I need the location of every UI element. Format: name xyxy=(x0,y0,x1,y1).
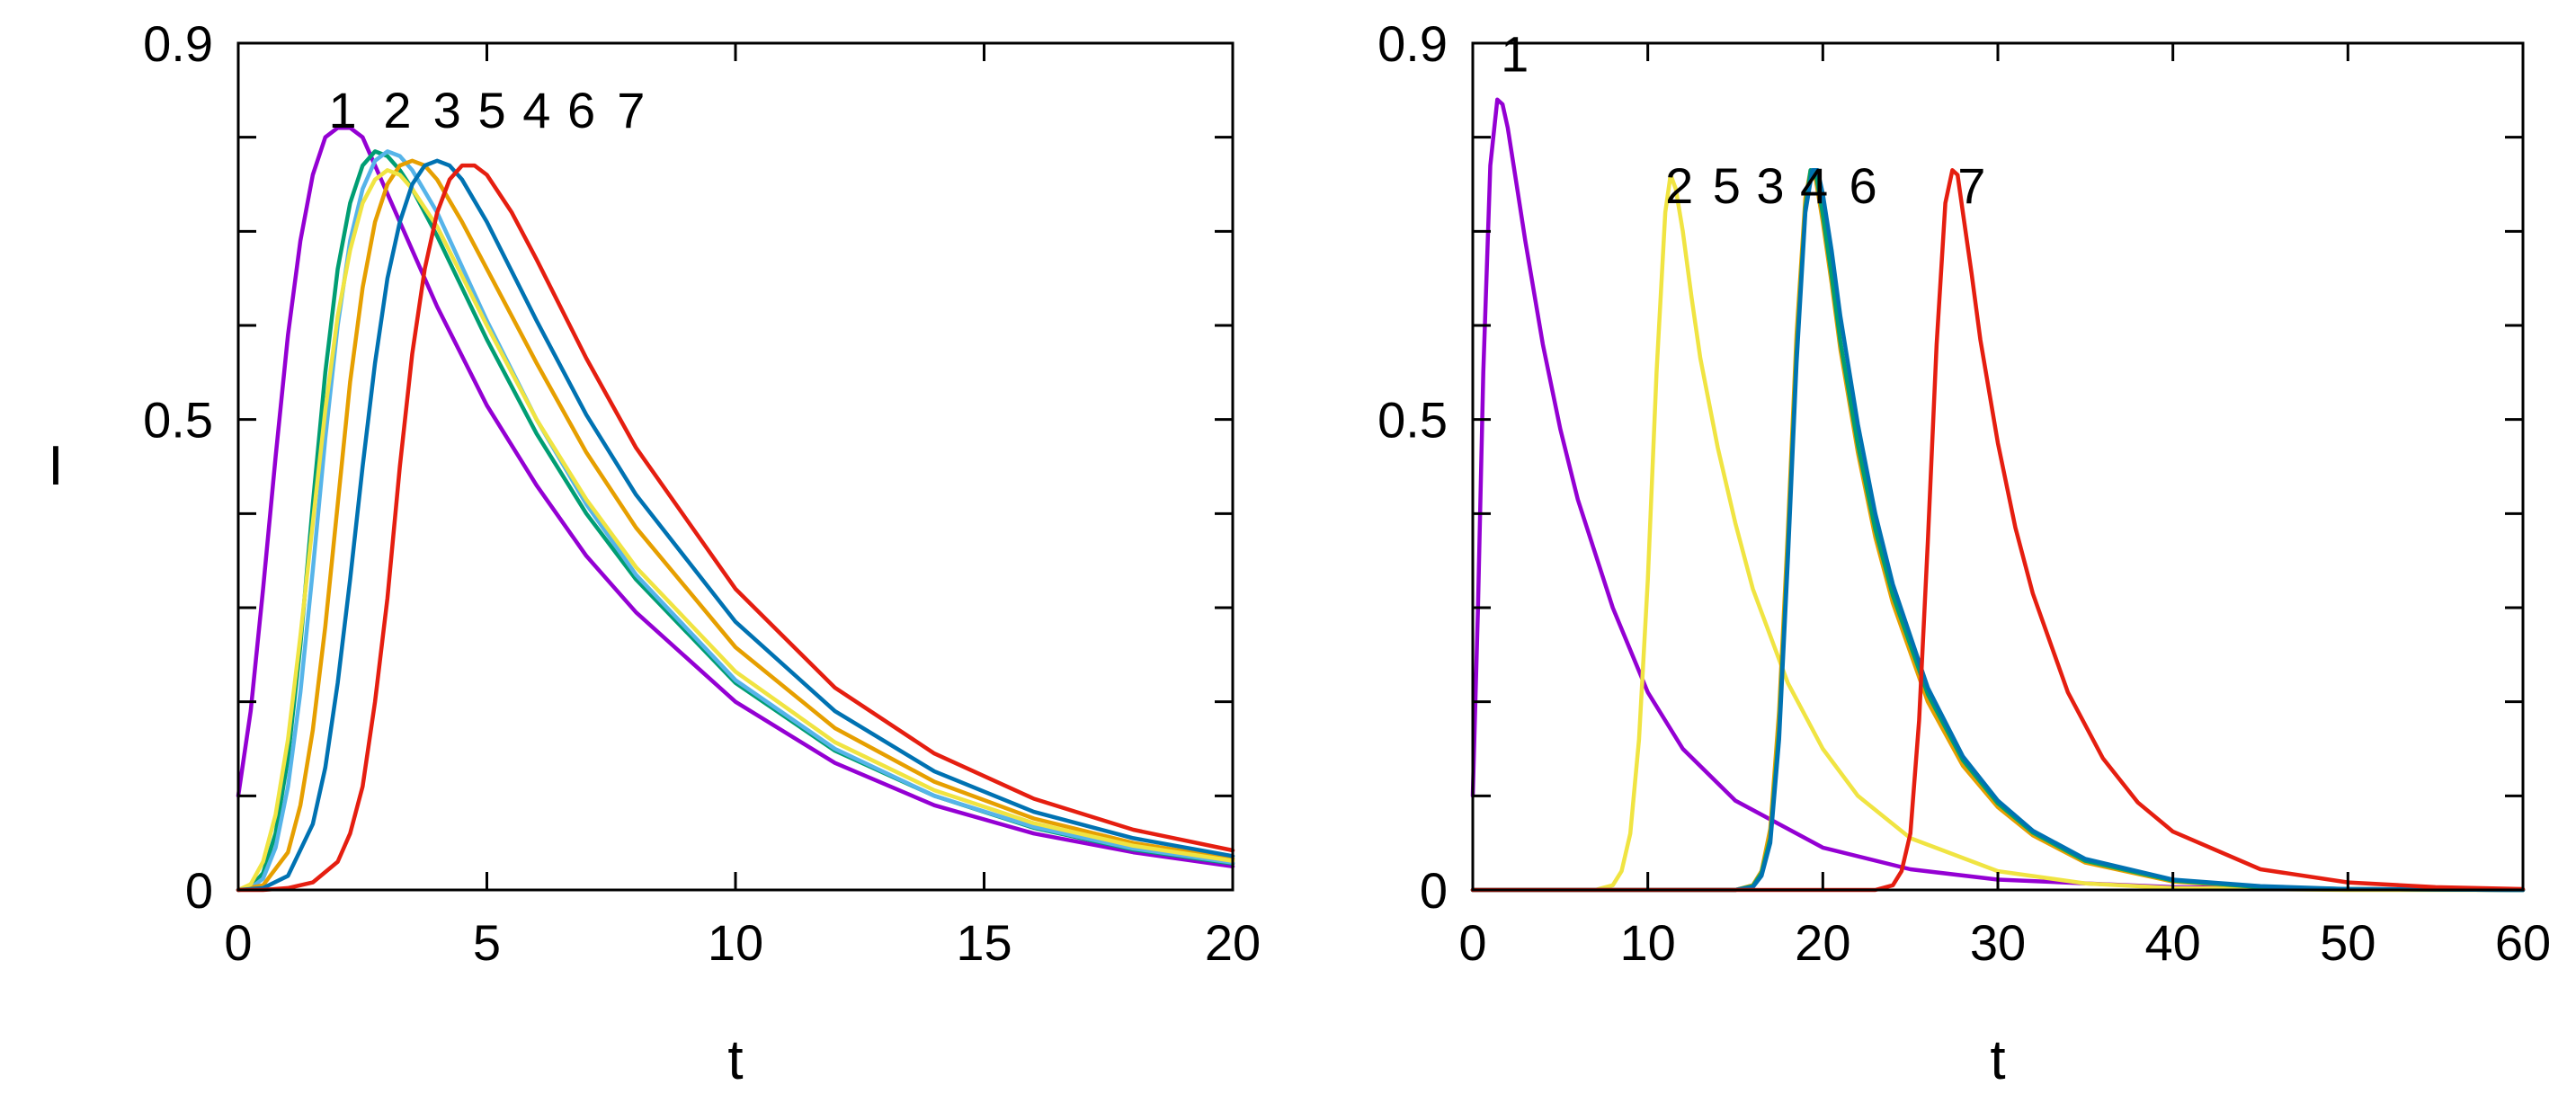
left-series-3-line xyxy=(236,149,1235,893)
right-series-6-line xyxy=(1470,168,2526,893)
right-curve-label-4: 4 xyxy=(1800,157,1828,214)
left-curve-label-6: 6 xyxy=(567,82,595,138)
left-series-7-line xyxy=(236,163,1235,893)
right-panel: 0 10 20 30 40 50 60 0 0.5 0.9 1 2 5 3 4 6 7 t xyxy=(1377,15,2551,1091)
right-series-2-line xyxy=(1470,173,2526,893)
right-curves xyxy=(1470,97,2526,893)
left-curves xyxy=(236,125,1235,893)
left-y-tick-label: 0 xyxy=(185,862,213,919)
left-x-axis-label: t xyxy=(727,1029,743,1091)
right-curve-label-6: 6 xyxy=(1850,157,1877,214)
right-series-7-line xyxy=(1470,168,2526,893)
right-x-tick-label: 30 xyxy=(1970,914,2026,971)
left-curve-label-3: 3 xyxy=(433,82,461,138)
right-x-tick-label: 0 xyxy=(1458,914,1486,971)
left-series-2-line xyxy=(236,149,1235,893)
right-y-tick-label: 0 xyxy=(1420,862,1448,919)
right-x-tick-label: 60 xyxy=(2495,914,2551,971)
right-series-1-line xyxy=(1470,97,2526,893)
left-x-tick-label: 20 xyxy=(1205,914,1261,971)
right-series-5-line xyxy=(1470,168,2526,893)
right-tick-labels: 0 10 20 30 40 50 60 0 0.5 0.9 xyxy=(1377,15,2551,971)
right-ticks xyxy=(1471,41,2525,892)
right-curve-label-5: 5 xyxy=(1713,157,1741,214)
right-curve-label-2: 2 xyxy=(1665,157,1693,214)
right-curve-labels: 1 2 5 3 4 6 7 xyxy=(1501,25,1985,214)
right-curve-label-1: 1 xyxy=(1501,25,1529,82)
left-x-tick-label: 5 xyxy=(473,914,501,971)
right-y-tick-label: 0.9 xyxy=(1377,15,1448,72)
left-series-1-line xyxy=(236,125,1235,869)
left-y-tick-label: 0.9 xyxy=(143,15,213,72)
left-series-6-line xyxy=(236,158,1235,893)
right-x-axis-label: t xyxy=(1990,1029,2005,1091)
left-curve-label-2: 2 xyxy=(383,82,411,138)
left-x-tick-label: 15 xyxy=(956,914,1012,971)
right-plot-frame xyxy=(1471,41,2525,892)
right-x-tick-label: 50 xyxy=(2320,914,2375,971)
right-y-tick-label: 0.5 xyxy=(1377,392,1448,449)
left-series-5-line xyxy=(236,168,1235,893)
right-x-tick-label: 20 xyxy=(1795,914,1850,971)
left-plot-frame xyxy=(236,41,1235,892)
left-y-tick-label: 0.5 xyxy=(143,392,213,449)
left-x-tick-label: 0 xyxy=(224,914,252,971)
right-series-4-line xyxy=(1470,168,2526,893)
left-y-axis-label: I xyxy=(48,435,63,497)
left-curve-label-7: 7 xyxy=(617,82,645,138)
left-x-tick-label: 10 xyxy=(708,914,763,971)
right-curve-label-3: 3 xyxy=(1756,157,1784,214)
right-curve-label-7: 7 xyxy=(1957,157,1985,214)
left-curve-label-4: 4 xyxy=(522,82,550,138)
left-series-4-line xyxy=(236,158,1235,893)
right-x-tick-label: 10 xyxy=(1620,914,1676,971)
left-curve-label-1: 1 xyxy=(329,82,357,138)
right-x-tick-label: 40 xyxy=(2145,914,2201,971)
right-series-3-line xyxy=(1470,168,2526,893)
left-curve-label-5: 5 xyxy=(477,82,505,138)
